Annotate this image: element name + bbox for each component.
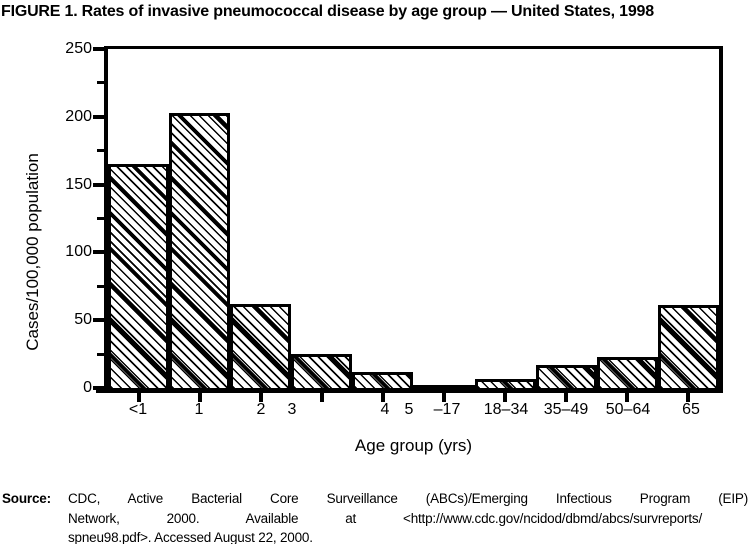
x-axis-overhang bbox=[96, 388, 104, 393]
bar bbox=[169, 112, 231, 388]
x-tick bbox=[625, 393, 630, 402]
y-minor-tick bbox=[97, 284, 104, 288]
source-line: CDC, Active Bacterial Core Surveillance … bbox=[68, 491, 748, 506]
x-tick bbox=[503, 393, 508, 402]
x-tick bbox=[136, 393, 141, 402]
y-major-tick bbox=[93, 318, 104, 323]
bar bbox=[657, 305, 719, 388]
bar bbox=[474, 378, 536, 388]
bar bbox=[535, 364, 597, 388]
x-tick-label: 18–34 bbox=[483, 401, 529, 418]
y-tick-label: 50 bbox=[74, 311, 92, 329]
x-tick-label: 3 bbox=[287, 401, 297, 418]
bar bbox=[596, 356, 658, 388]
x-axis-title: Age group (yrs) bbox=[354, 436, 473, 455]
x-tick bbox=[380, 393, 385, 402]
y-tick-label: 200 bbox=[65, 107, 92, 125]
figure-title: FIGURE 1. Rates of invasive pneumococcal… bbox=[1, 3, 654, 20]
source-line: spneu98.pdf>. Accessed August 22, 2000. bbox=[68, 530, 313, 544]
x-tick-label: 50–64 bbox=[605, 401, 651, 418]
x-tick-label: <1 bbox=[128, 401, 148, 418]
x-tick-label: 1 bbox=[194, 401, 204, 418]
y-minor-tick bbox=[97, 217, 104, 220]
y-minor-tick bbox=[97, 81, 104, 85]
y-major-tick bbox=[93, 250, 104, 255]
bar bbox=[230, 303, 292, 388]
y-tick-label: 0 bbox=[83, 379, 92, 396]
bar bbox=[291, 354, 353, 388]
x-tick-label: –17 bbox=[433, 401, 461, 418]
y-minor-tick bbox=[97, 352, 104, 356]
source-text: CDC, Active Bacterial Core Surveillance … bbox=[68, 489, 748, 544]
bar bbox=[413, 385, 475, 388]
y-major-tick bbox=[93, 182, 104, 187]
plot-area bbox=[104, 46, 723, 393]
y-tick-label: 100 bbox=[65, 243, 92, 261]
x-tick bbox=[319, 393, 324, 402]
source-label: Source: bbox=[2, 491, 51, 506]
source-note: Source: CDC, Active Bacterial Core Surve… bbox=[2, 489, 748, 544]
x-tick bbox=[442, 393, 447, 402]
x-tick-label: 35–49 bbox=[543, 401, 589, 418]
y-tick-label: 250 bbox=[65, 40, 92, 57]
x-tick bbox=[197, 393, 202, 402]
y-major-tick bbox=[93, 114, 104, 119]
x-tick-label: 4 bbox=[380, 401, 390, 418]
source-line: Network, 2000. Available at <http://www.… bbox=[68, 510, 702, 526]
bar bbox=[108, 164, 170, 388]
x-tick-label: 5 bbox=[404, 401, 414, 418]
x-tick bbox=[686, 393, 691, 402]
y-minor-tick bbox=[97, 149, 104, 153]
y-tick-label: 150 bbox=[65, 175, 92, 193]
bar bbox=[352, 371, 414, 388]
y-major-tick bbox=[93, 47, 104, 51]
x-tick-label: 2 bbox=[256, 401, 266, 418]
x-tick bbox=[564, 393, 569, 402]
x-tick bbox=[258, 393, 263, 402]
x-tick-label: 65 bbox=[682, 401, 700, 418]
